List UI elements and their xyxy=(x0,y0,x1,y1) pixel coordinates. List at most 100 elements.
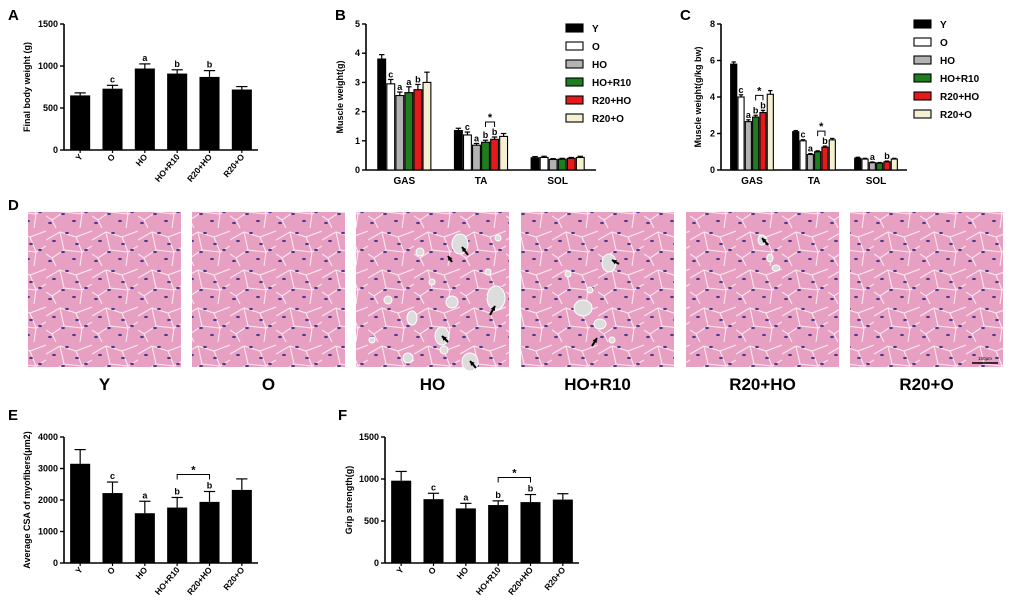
significance-letter: c xyxy=(739,85,744,95)
significance-letter: b xyxy=(207,480,213,490)
lipid-vacuole xyxy=(573,299,593,317)
significance-letter: c xyxy=(801,130,806,140)
x-tick-label-y: Y xyxy=(73,152,85,163)
x-tick-label-r20-plus-o: R20+O xyxy=(221,152,246,180)
y-tick-label: 2 xyxy=(355,107,360,117)
histology-panels: Y O HO HO+R10 R20+HO R20+O 100μm xyxy=(28,212,1003,394)
bar-sol-o xyxy=(539,156,549,171)
chart-e-csa: 0 1000 2000 3000 4000 Average CSA of myofiber… xyxy=(22,431,258,597)
significance-letter: a xyxy=(142,490,148,500)
bar-gas-o xyxy=(737,96,745,171)
scale-bar-label: 100μm xyxy=(978,356,992,361)
legend-label-o: O xyxy=(592,42,600,53)
x-category-label-gas: GAS xyxy=(741,176,763,187)
legend-swatch-o xyxy=(913,37,932,47)
y-axis-label: Grip strength(g) xyxy=(344,466,354,535)
bar-r20-plus-o xyxy=(231,489,252,563)
legend-swatch-o xyxy=(565,41,584,51)
y-tick-label: 1000 xyxy=(359,474,379,484)
legend-swatch-y xyxy=(913,19,932,29)
significance-letter: a xyxy=(463,492,469,502)
significance-letter: b xyxy=(174,59,180,69)
legend-swatch-ho xyxy=(913,55,932,65)
x-tick-label-r20-plus-ho: R20+HO xyxy=(185,152,214,184)
lipid-vacuole xyxy=(494,234,502,242)
arrow-head-icon xyxy=(762,238,767,243)
bar-r20-plus-ho xyxy=(199,501,220,563)
legend-swatch-ho-plus-r10 xyxy=(913,73,932,83)
panel-letter-d: D xyxy=(8,197,19,214)
lipid-vacuole xyxy=(564,270,572,278)
chart-f-grip-strength: 0 500 1000 1500 Grip strength(g) Y Oc HO a HO+R10… xyxy=(344,432,579,597)
bar-o xyxy=(102,493,123,563)
y-tick-label: 0 xyxy=(374,558,379,568)
legend-swatch-r20-plus-ho xyxy=(565,95,584,105)
y-tick-label: 500 xyxy=(43,103,58,113)
x-tick-label-ho: HO xyxy=(134,565,150,581)
panel-letter-f: F xyxy=(338,407,347,424)
significance-letter: b xyxy=(822,136,828,146)
lipid-vacuole xyxy=(766,253,774,263)
significance-letter: a xyxy=(397,82,403,92)
legend-swatch-r20-plus-ho xyxy=(913,91,932,101)
significance-letter: b xyxy=(174,486,180,496)
bar-ta-r20-plus-ho xyxy=(490,138,500,171)
x-tick-label-ho: HO xyxy=(134,152,150,168)
y-tick-label: 1000 xyxy=(38,527,58,537)
bar-ta-y xyxy=(453,130,463,171)
x-tick-label-r20-plus-o: R20+O xyxy=(542,565,567,593)
bar-gas-y xyxy=(730,63,738,171)
bar-gas-ho-plus-r10 xyxy=(752,116,760,171)
y-tick-label: 8 xyxy=(710,19,715,29)
legend-label-y: Y xyxy=(592,24,599,35)
bar-sol-r20-plus-ho xyxy=(883,161,891,171)
y-tick-label: 6 xyxy=(710,56,715,66)
bar-ta-o xyxy=(799,140,807,171)
x-tick-label-ho-plus-r10: HO+R10 xyxy=(153,152,182,184)
significance-letter: c xyxy=(110,471,115,481)
significance-letter: a xyxy=(406,77,412,87)
bar-gas-ho-plus-r10 xyxy=(404,92,414,171)
y-tick-label: 0 xyxy=(53,558,58,568)
lipid-vacuole xyxy=(593,318,607,330)
significance-letter: b xyxy=(492,127,498,137)
significance-letter: c xyxy=(110,74,115,84)
y-axis-label: Muscle weight(g/kg bw) xyxy=(693,46,703,147)
bar-gas-y xyxy=(377,58,387,171)
y-axis-label: Muscle weight(g) xyxy=(335,60,345,133)
bar-sol-ho xyxy=(868,162,876,171)
arrow-head-icon xyxy=(462,247,467,252)
bar-ho xyxy=(134,68,155,150)
histology-label-r20-plus-ho: R20+HO xyxy=(729,375,796,394)
bar-sol-y xyxy=(854,157,862,171)
x-tick-label-r20-plus-ho: R20+HO xyxy=(185,565,214,597)
x-tick-label-ho: HO xyxy=(455,565,471,581)
bar-sol-r20-plus-ho xyxy=(566,157,576,171)
y-tick-label: 0 xyxy=(355,165,360,175)
significance-letter: a xyxy=(870,152,876,162)
legend-swatch-r20-plus-o xyxy=(565,113,584,123)
x-tick-label-o: O xyxy=(105,565,117,577)
bar-ta-ho xyxy=(806,153,814,171)
bar-o xyxy=(102,88,123,150)
arrow-head-icon xyxy=(470,361,475,366)
bar-sol-o xyxy=(861,158,869,171)
bar-o xyxy=(423,499,444,563)
lipid-vacuole xyxy=(415,247,425,257)
y-tick-label: 2 xyxy=(710,129,715,139)
x-tick-label-r20-plus-ho: R20+HO xyxy=(506,565,535,597)
lipid-vacuole xyxy=(383,295,393,305)
bar-y xyxy=(70,463,91,563)
x-category-label-gas: GAS xyxy=(393,176,415,187)
legend-swatch-y xyxy=(565,23,584,33)
y-tick-label: 2000 xyxy=(38,495,58,505)
legend-label-r20-plus-ho: R20+HO xyxy=(592,96,631,107)
bar-r20-plus-o xyxy=(231,89,252,150)
legend-label-ho-plus-r10: HO+R10 xyxy=(940,74,980,85)
legend-swatch-ho xyxy=(565,59,584,69)
bar-gas-r20-plus-ho xyxy=(759,111,767,171)
bar-gas-o xyxy=(386,83,396,171)
arrow-head-icon xyxy=(442,336,447,341)
